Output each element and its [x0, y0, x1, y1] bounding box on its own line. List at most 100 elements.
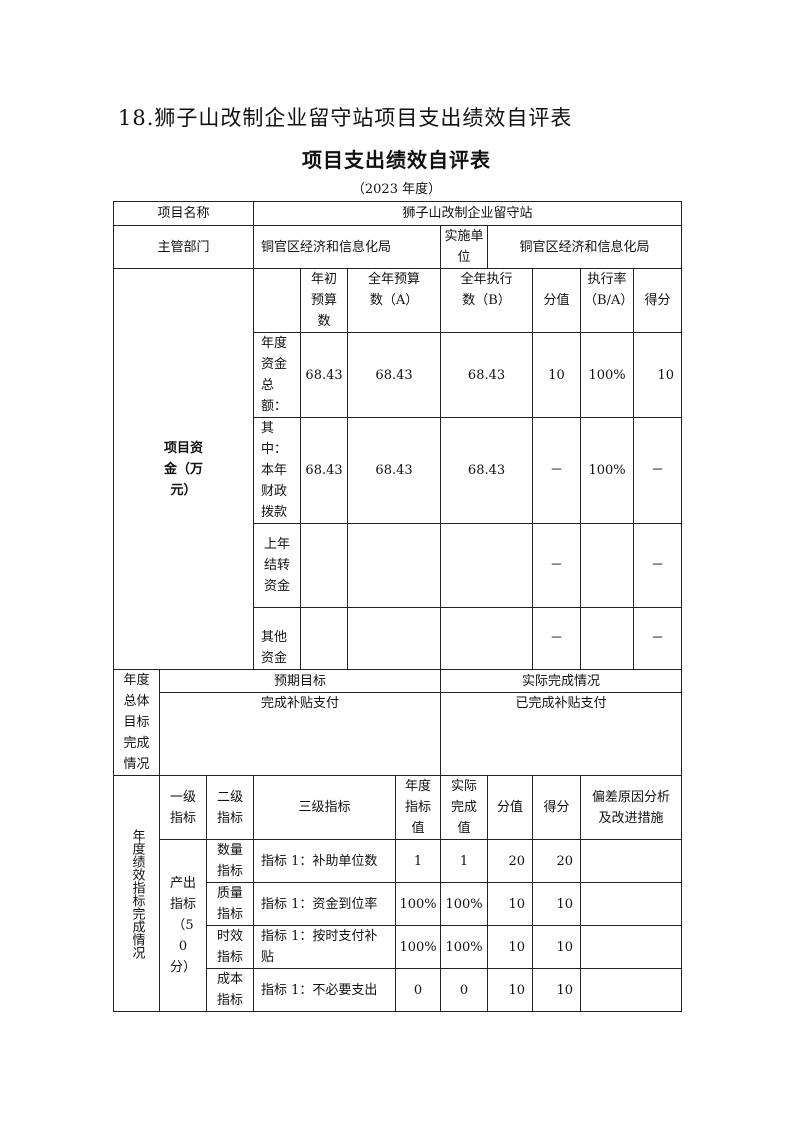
score-value: 10	[487, 925, 534, 969]
funds-initial: 68.43	[300, 332, 349, 418]
indicators-label-text: 年度绩效指标完成情况	[129, 828, 145, 959]
funds-header: 年初预算数	[300, 268, 349, 333]
funds-initial: 68.43	[300, 417, 349, 524]
score-value: 10	[487, 968, 534, 1012]
level2-indicator: 数量指标	[205, 839, 255, 883]
level2-indicator: 成本指标	[205, 968, 255, 1012]
level3-indicator: 指标 1：补助单位数	[253, 839, 397, 883]
funds-score-value: －	[532, 417, 582, 524]
funds-row: 其他资金 － －	[114, 607, 683, 670]
actual-value: 100%	[440, 882, 489, 926]
funds-executed: 68.43	[440, 417, 534, 524]
funds-executed	[440, 523, 534, 608]
funds-row-label: 其中：本年财政拨款	[253, 417, 302, 524]
target-value: 0	[395, 968, 442, 1012]
funds-budget: 68.43	[347, 332, 442, 418]
funds-rate: 100%	[580, 417, 635, 524]
project-name-row: 项目名称 狮子山改制企业留守站	[112, 201, 683, 226]
project-name-label: 项目名称	[112, 201, 255, 226]
goals-label: 年度总体目标完成情况	[113, 669, 160, 776]
funds-header-row: 项目资金（万元） 年初预算数 全年预算数（A） 全年执行数（B） 分值 执行率（…	[112, 268, 683, 670]
funds-score-value: －	[532, 523, 582, 608]
funds-row-label: 年度资金总额：	[253, 332, 302, 418]
actual-value: 1	[440, 839, 489, 883]
funds-row: 年度资金总额： 68.43 68.43 68.43 10 100% 10	[114, 332, 683, 418]
funds-header	[253, 268, 302, 333]
score: 10	[532, 968, 582, 1012]
self-evaluation-table: 项目名称 狮子山改制企业留守站 主管部门 铜官区经济和信息化局 实施单位 铜官区…	[112, 201, 683, 1012]
indicator-header: 实际完成值	[440, 775, 489, 840]
score-value: 10	[487, 882, 534, 926]
funds-score-value: －	[532, 607, 582, 670]
indicator-row: 成本指标 指标 1：不必要支出 0 0 10 10	[114, 968, 683, 1012]
goals-header-row: 年度总体目标完成情况 预期目标 实际完成情况	[113, 668, 683, 776]
funds-score: 10	[633, 332, 683, 418]
indicator-row: 产出指标（50分） 数量指标 指标 1：补助单位数 1 1 20 20	[114, 839, 683, 1012]
funds-budget: 68.43	[347, 417, 442, 524]
dept-label: 主管部门	[112, 225, 255, 269]
goals-row: 完成补贴支付 已完成补贴支付	[114, 692, 683, 776]
level2-indicator: 时效指标	[205, 925, 255, 969]
level1-indicator: 产出指标（50分）	[159, 839, 207, 1012]
indicator-header: 分值	[487, 775, 534, 840]
expected-label: 预期目标	[158, 668, 442, 694]
score: 10	[532, 925, 582, 969]
indicator-header: 三级指标	[253, 775, 397, 840]
impl-value: 铜官区经济和信息化局	[487, 225, 683, 269]
funds-header: 全年预算数（A）	[347, 268, 442, 333]
indicators-header-row: 年度绩效指标完成情况 一级指标 二级指标 三级指标 年度指标值 实际完成值 分值…	[113, 775, 683, 1012]
department-row: 主管部门 铜官区经济和信息化局 实施单位 铜官区经济和信息化局	[112, 225, 683, 269]
funds-rate	[580, 523, 635, 608]
funds-initial	[300, 523, 349, 608]
impl-label: 实施单位	[440, 225, 489, 269]
funds-label: 项目资金（万元）	[112, 268, 255, 670]
funds-header: 执行率（B/A）	[580, 268, 635, 333]
funds-score: －	[633, 417, 683, 524]
year-label: （2023 年度）	[351, 182, 442, 197]
indicator-header: 二级指标	[205, 775, 255, 840]
indicator-row: 时效指标 指标 1：按时支付补贴 100% 100% 10 10	[114, 925, 683, 969]
level3-indicator: 指标 1：不必要支出	[253, 968, 397, 1012]
funds-row-label: 上年结转资金	[253, 523, 302, 608]
funds-score: －	[633, 523, 683, 608]
indicator-header: 一级指标	[159, 775, 207, 840]
project-name-value: 狮子山改制企业留守站	[253, 201, 683, 226]
funds-row-label: 其他资金	[253, 607, 302, 670]
deviation-note	[580, 925, 683, 969]
actual-label: 实际完成情况	[440, 668, 683, 694]
dept-value: 铜官区经济和信息化局	[253, 225, 442, 269]
funds-rate	[580, 607, 635, 670]
score: 20	[532, 839, 582, 883]
score-value: 20	[487, 839, 534, 883]
funds-header: 分值	[532, 268, 582, 333]
expected-goal: 完成补贴支付	[158, 692, 442, 776]
score: 10	[532, 882, 582, 926]
target-value: 100%	[395, 882, 442, 926]
funds-header: 全年执行数（B）	[440, 268, 534, 333]
indicator-header: 得分	[532, 775, 582, 840]
table-title: 项目支出绩效自评表	[302, 148, 491, 172]
funds-rate: 100%	[580, 332, 635, 418]
indicator-header: 年度指标值	[395, 775, 442, 840]
level3-indicator: 指标 1：资金到位率	[253, 882, 397, 926]
funds-score-value: 10	[532, 332, 582, 418]
level3-indicator: 指标 1：按时支付补贴	[253, 925, 397, 969]
actual-value: 100%	[440, 925, 489, 969]
actual-value: 0	[440, 968, 489, 1012]
funds-score: －	[633, 607, 683, 670]
target-value: 1	[395, 839, 442, 883]
funds-initial	[300, 607, 349, 670]
deviation-note	[580, 968, 683, 1012]
indicators-label: 年度绩效指标完成情况	[113, 775, 160, 1012]
deviation-note	[580, 882, 683, 926]
document-title: 18.狮子山改制企业留守站项目支出绩效自评表	[118, 106, 573, 130]
deviation-note	[580, 839, 683, 883]
target-value: 100%	[395, 925, 442, 969]
funds-header: 得分	[633, 268, 683, 333]
indicator-header: 偏差原因分析及改进措施	[580, 775, 683, 840]
level2-indicator: 质量指标	[205, 882, 255, 926]
funds-executed	[440, 607, 534, 670]
funds-row: 上年结转资金 － －	[114, 523, 683, 608]
funds-budget	[347, 607, 442, 670]
indicator-row: 质量指标 指标 1：资金到位率 100% 100% 10 10	[114, 882, 683, 926]
